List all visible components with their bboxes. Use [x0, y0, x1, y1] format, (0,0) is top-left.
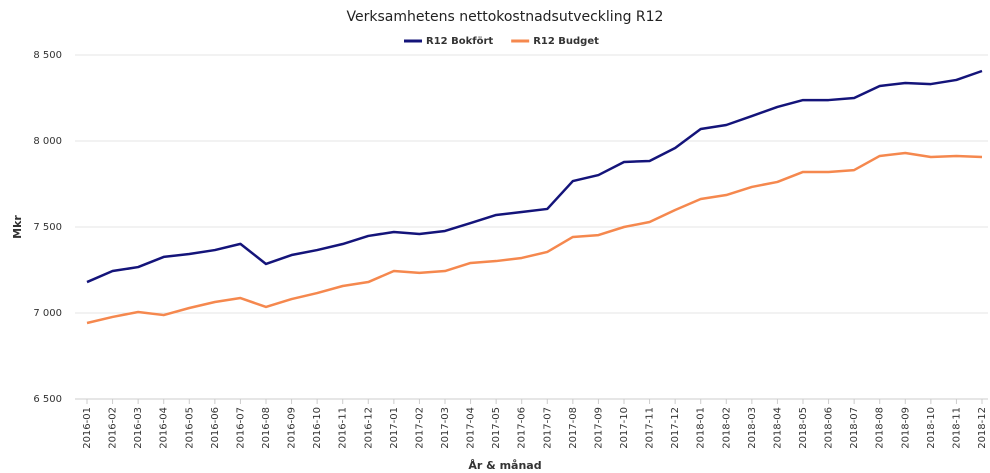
y-axis-title: Mkr [11, 215, 24, 239]
x-tick-label: 2018-03 [747, 407, 758, 449]
x-tick-label: 2018-10 [926, 407, 937, 449]
x-tick-label: 2017-06 [517, 407, 528, 449]
x-tick-label: 2017-09 [593, 407, 604, 449]
x-tick-label: 2017-08 [568, 407, 579, 449]
x-tick-label: 2017-12 [670, 407, 681, 449]
legend-label: R12 Bokfört [426, 36, 493, 47]
x-tick-label: 2017-04 [466, 407, 477, 449]
y-tick-label: 7 000 [33, 308, 62, 319]
x-tick-label: 2018-09 [900, 407, 911, 449]
x-tick-label: 2018-08 [875, 407, 886, 449]
y-tick-label: 6 500 [33, 394, 62, 405]
y-tick-label: 7 500 [33, 222, 62, 233]
x-tick-label: 2017-01 [389, 407, 400, 449]
y-tick-label: 8 000 [33, 136, 62, 147]
x-tick-label: 2016-01 [82, 407, 93, 449]
x-tick-label: 2018-12 [977, 407, 988, 449]
x-tick-label: 2018-05 [798, 407, 809, 449]
x-tick-label: 2017-03 [440, 407, 451, 449]
y-tick-label: 8 500 [33, 50, 62, 61]
x-axis-title: År & månad [468, 459, 541, 472]
line-series [86, 151, 983, 325]
x-tick-label: 2018-06 [824, 407, 835, 449]
x-tick-label: 2018-07 [849, 407, 860, 449]
line-series [86, 69, 983, 284]
x-tick-label: 2016-10 [312, 407, 323, 449]
x-tick-label: 2016-11 [338, 407, 349, 449]
x-tick-label: 2016-12 [363, 407, 374, 449]
x-tick-label: 2016-07 [235, 407, 246, 449]
x-tick-label: 2016-05 [184, 407, 195, 449]
x-tick-label: 2017-07 [542, 407, 553, 449]
x-tick-label: 2018-01 [696, 407, 707, 449]
chart-title: Verksamhetens nettokostnadsutveckling R1… [347, 9, 664, 25]
x-tick-label: 2018-02 [721, 407, 732, 449]
x-tick-label: 2017-11 [645, 407, 656, 449]
x-tick-label: 2016-06 [210, 407, 221, 449]
legend-label: R12 Budget [533, 36, 599, 47]
x-tick-label: 2016-03 [133, 407, 144, 449]
x-tick-label: 2017-05 [491, 407, 502, 449]
x-tick-label: 2018-11 [951, 407, 962, 449]
x-tick-label: 2016-09 [287, 407, 298, 449]
x-tick-label: 2016-04 [159, 407, 170, 449]
x-tick-label: 2017-02 [414, 407, 425, 449]
x-tick-label: 2018-04 [772, 407, 783, 449]
x-tick-label: 2016-02 [108, 407, 119, 449]
x-tick-label: 2017-10 [619, 407, 630, 449]
x-tick-label: 2016-08 [261, 407, 272, 449]
